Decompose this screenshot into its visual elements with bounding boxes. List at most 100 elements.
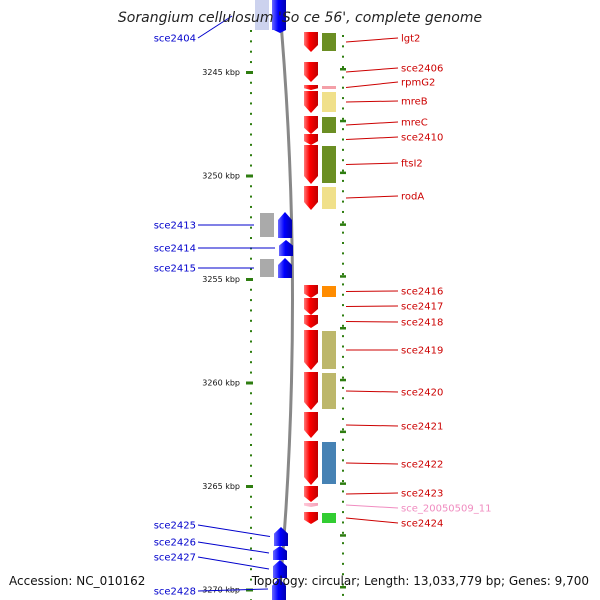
gene-label[interactable]: sce2421 xyxy=(401,422,443,433)
scale-minor-tick xyxy=(250,495,252,498)
gene-mreC[interactable]: mreC xyxy=(304,116,428,134)
scale-minor-tick xyxy=(342,459,344,462)
gene-label[interactable]: sce_20050509_11 xyxy=(401,504,491,515)
scale-minor-tick xyxy=(250,547,252,550)
gene-sce2419[interactable]: sce2419 xyxy=(304,330,443,370)
gene-sce2420[interactable]: sce2420 xyxy=(304,372,443,410)
gene-arrow-reverse xyxy=(272,0,286,30)
gene-arrow-forward xyxy=(304,315,318,328)
cog-category-box xyxy=(322,286,336,297)
gene-sce2428[interactable]: sce2428 xyxy=(154,578,286,600)
label-leader-line xyxy=(345,517,399,524)
scale-minor-tick xyxy=(250,195,252,198)
scale-minor-tick xyxy=(250,71,252,74)
scale-minor-tick xyxy=(250,371,252,374)
gene-arrow-reverse xyxy=(274,527,288,546)
scale-tick-label: 3250 kbp xyxy=(202,172,240,181)
gene-sce2415[interactable]: sce2415 xyxy=(154,258,292,278)
gene-label[interactable]: sce2416 xyxy=(401,287,443,298)
gene-sce2418[interactable]: sce2418 xyxy=(304,315,443,329)
gene-label[interactable]: sce2420 xyxy=(401,388,443,399)
scale-minor-tick xyxy=(342,262,344,265)
gene-sce2417[interactable]: sce2417 xyxy=(304,298,443,315)
scale-minor-tick xyxy=(342,169,344,172)
gene-label[interactable]: sce2417 xyxy=(401,302,443,313)
scale-minor-tick xyxy=(250,81,252,84)
gene-label[interactable]: sce2418 xyxy=(401,318,443,329)
scale-major-tick xyxy=(340,586,346,589)
gene-label[interactable]: mreB xyxy=(401,97,428,108)
gene-sce2423[interactable]: sce2423 xyxy=(304,486,443,502)
gene-lgt2[interactable]: lgt2 xyxy=(304,32,420,52)
scale-minor-tick xyxy=(250,299,252,302)
scale-minor-tick xyxy=(342,231,344,234)
scale-minor-tick xyxy=(250,537,252,540)
gene-label[interactable]: sce2410 xyxy=(401,133,443,144)
gene-ftsI2[interactable]: ftsI2 xyxy=(304,145,423,184)
cog-category-box xyxy=(322,117,336,133)
gene-arrow-reverse xyxy=(272,578,286,600)
scale-major-tick xyxy=(246,174,253,178)
scale-minor-tick xyxy=(342,397,344,400)
scale-minor-tick xyxy=(250,506,252,509)
gene-label[interactable]: sce2422 xyxy=(401,460,443,471)
gene-label[interactable]: sce2424 xyxy=(401,519,443,530)
label-leader-line xyxy=(345,162,399,165)
gene-sce2404[interactable]: sce2404 xyxy=(154,0,286,45)
gene-mreB[interactable]: mreB xyxy=(304,91,428,113)
gene-label[interactable]: mreC xyxy=(401,118,428,129)
gene-label[interactable]: sce2427 xyxy=(154,553,196,564)
gene-sce2421[interactable]: sce2421 xyxy=(304,412,443,438)
scale-minor-tick xyxy=(250,464,252,467)
gene-sce2422[interactable]: sce2422 xyxy=(304,441,443,485)
gene-label[interactable]: sce2419 xyxy=(401,346,443,357)
gene-label[interactable]: sce2404 xyxy=(154,34,196,45)
gene-label[interactable]: lgt2 xyxy=(401,34,420,45)
genome-summary-text: Topology: circular; Length: 13,033,779 b… xyxy=(251,574,589,588)
scale-minor-tick xyxy=(342,469,344,472)
gene-label[interactable]: sce2415 xyxy=(154,264,196,275)
scale-minor-tick xyxy=(342,593,344,596)
gene-sce2413[interactable]: sce2413 xyxy=(154,212,292,238)
gene-label[interactable]: sce2425 xyxy=(154,521,196,532)
gene-sce2416[interactable]: sce2416 xyxy=(304,285,443,298)
gene-label[interactable]: rpmG2 xyxy=(401,78,435,89)
cog-category-box xyxy=(260,259,274,277)
gene-label[interactable]: ftsI2 xyxy=(401,159,423,170)
scale-minor-tick xyxy=(342,159,344,162)
gene-sce2406[interactable]: sce2406 xyxy=(304,62,443,82)
scale-minor-tick xyxy=(342,86,344,89)
gene-rpmG2[interactable]: rpmG2 xyxy=(304,78,435,91)
scale-minor-tick xyxy=(342,107,344,110)
gene-label[interactable]: sce2426 xyxy=(154,538,196,549)
gene-rodA[interactable]: rodA xyxy=(304,186,424,210)
scale-minor-tick xyxy=(342,345,344,348)
gene-sce_20050509_11[interactable]: sce_20050509_11 xyxy=(304,503,491,515)
gene-label[interactable]: sce2414 xyxy=(154,244,196,255)
gene-sce2427[interactable]: sce2427 xyxy=(154,553,287,579)
gene-label[interactable]: sce2406 xyxy=(401,64,443,75)
gene-sce2424[interactable]: sce2424 xyxy=(304,512,443,530)
label-leader-line xyxy=(345,195,399,199)
cog-category-box xyxy=(260,213,274,237)
map-title: Sorangium cellulosum 'So ce 56', complet… xyxy=(117,10,483,26)
scale-minor-tick xyxy=(250,433,252,436)
gene-arrow-forward xyxy=(304,372,318,410)
label-leader-line xyxy=(345,136,399,140)
gene-sce2425[interactable]: sce2425 xyxy=(154,521,288,547)
gene-label[interactable]: sce2423 xyxy=(401,489,443,500)
cog-category-box xyxy=(322,86,336,89)
gene-sce2426[interactable]: sce2426 xyxy=(154,538,287,561)
gene-sce2414[interactable]: sce2414 xyxy=(154,240,293,256)
label-leader-line xyxy=(197,541,270,554)
gene-label[interactable]: sce2413 xyxy=(154,221,196,232)
gene-label[interactable]: sce2428 xyxy=(154,587,196,598)
scale-minor-tick xyxy=(250,102,252,105)
label-leader-line xyxy=(197,556,270,570)
label-leader-line xyxy=(345,504,399,509)
gene-sce2410[interactable]: sce2410 xyxy=(304,133,443,146)
scale-minor-tick xyxy=(342,221,344,224)
gene-label[interactable]: rodA xyxy=(401,192,424,203)
scale-minor-tick xyxy=(342,35,344,37)
scale-minor-tick xyxy=(250,402,252,405)
